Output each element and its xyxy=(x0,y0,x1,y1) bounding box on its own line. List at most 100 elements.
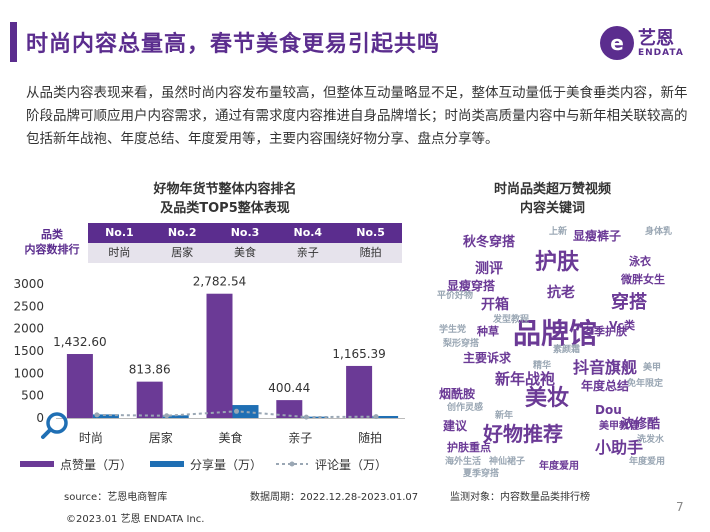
keyword: 冬季护肤 xyxy=(583,325,627,338)
keyword: 美妆 xyxy=(525,386,570,411)
left-panel-title: 好物年货节整体内容排名 及品类TOP5整体表现 xyxy=(100,180,350,218)
keyword: 抗老 xyxy=(547,285,575,301)
logo-name-en: ENDATA xyxy=(638,48,684,58)
keyword: 种草 xyxy=(477,325,499,338)
x-tick-label: 时尚 xyxy=(79,431,103,445)
rank-label-line1: 品类 xyxy=(41,228,63,241)
keyword: 测评 xyxy=(475,261,503,277)
keyword: 烟酰胺 xyxy=(439,387,476,401)
likes-bar xyxy=(66,354,93,418)
keyword: 平价好物 xyxy=(437,291,474,301)
right-title-line2: 内容关键词 xyxy=(519,201,585,216)
keyword: 品牌馆 xyxy=(513,317,598,350)
right-title-line1: 时尚品类超万赞视频 xyxy=(493,182,611,197)
title-accent-bar xyxy=(10,22,17,62)
keyword: 梨形穿搭 xyxy=(443,339,480,349)
likes-bar xyxy=(346,365,373,418)
rank-no-5: No.5 xyxy=(356,226,385,239)
keyword: 海外生活 xyxy=(445,457,482,467)
page-number: 7 xyxy=(676,500,684,514)
keyword: 显瘦裤子 xyxy=(573,229,622,243)
right-panel-title: 时尚品类超万赞视频 内容关键词 xyxy=(440,180,665,218)
keyword: 夏季穿搭 xyxy=(463,469,500,479)
footer-monitor: 监测对象：内容数量品类排行榜 xyxy=(450,492,590,503)
shares-bar xyxy=(232,405,259,418)
keyword-word-cloud: 品牌馆 护肤 美妆 好物推荐 穿搭 小助手 抖音旗舰 新年战袍 抗老 秋冬穿搭 测评 显瘦穿搭 开箱 主要… xyxy=(433,222,695,486)
keyword: 洗发水 xyxy=(637,435,665,445)
keyword: 浓修酷 xyxy=(621,417,661,432)
rank-label: 品类 内容数排行 xyxy=(20,227,84,257)
comments-point xyxy=(373,414,379,420)
keyword: 微胖女生 xyxy=(621,273,665,286)
comments-point xyxy=(303,414,309,420)
likes-data-label: 1,432.60 xyxy=(53,335,106,349)
keyword: 学生党 xyxy=(439,325,467,335)
rank-no-4: No.4 xyxy=(293,226,323,239)
keyword: 秋冬穿搭 xyxy=(463,235,516,250)
rank-table-body: 时尚 居家 美食 亲子 随拍 xyxy=(88,243,402,263)
keyword: 发型教程 xyxy=(493,315,530,325)
legend-shares: 分享量（万） xyxy=(150,456,262,472)
intro-paragraph: 从品类内容表现来看，虽然时尚内容发布量较高，但整体互动量略显不足，整体互动量低于… xyxy=(26,85,688,147)
x-tick-label: 美食 xyxy=(218,430,242,445)
rank-category-2: 居家 xyxy=(171,246,194,259)
x-tick-label: 居家 xyxy=(149,430,173,445)
logo-name-cn: 艺恩 xyxy=(638,28,674,49)
rank-table: No.1 No.2 No.3 No.4 No.5 时尚 居家 美食 亲子 随拍 xyxy=(88,223,402,263)
endata-logo: e 艺恩 ENDATA xyxy=(600,22,700,62)
rank-label-line2: 内容数排行 xyxy=(24,243,80,256)
keyword: 精华 xyxy=(533,361,552,371)
left-title-line1: 好物年货节整体内容排名 xyxy=(153,182,297,197)
legend-comments: 评论量（万） xyxy=(275,456,387,472)
keyword: 创作灵感 xyxy=(447,403,484,413)
keyword: 新年 xyxy=(495,411,514,421)
keyword: 年度爱用 xyxy=(629,457,666,467)
likes-bar xyxy=(136,381,163,418)
rank-no-3: No.3 xyxy=(230,226,260,239)
y-tick-label: 2500 xyxy=(13,299,44,313)
shares-bar xyxy=(92,414,119,418)
legend-likes-label: 点赞量（万） xyxy=(60,457,133,472)
legend-shares-swatch xyxy=(150,461,184,467)
comments-point xyxy=(94,412,100,418)
y-tick-label: 2000 xyxy=(13,322,44,336)
x-tick-label: 亲子 xyxy=(288,431,312,445)
footer-period: 数据周期：2022.12.28-2023.01.07 xyxy=(250,492,419,503)
keyword: 神仙裙子 xyxy=(489,457,526,467)
keyword: 新年战袍 xyxy=(495,370,556,388)
search-icon xyxy=(41,412,68,439)
keyword: 显瘦穿搭 xyxy=(447,279,496,293)
likes-bar xyxy=(276,400,303,418)
rank-category-4: 亲子 xyxy=(296,246,319,259)
keyword: 好物推荐 xyxy=(483,422,563,446)
keyword: 年度总结 xyxy=(581,379,630,393)
y-tick-label: 0 xyxy=(36,411,44,425)
keyword: 抖音旗舰 xyxy=(573,358,638,377)
rank-table-header: No.1 No.2 No.3 No.4 No.5 xyxy=(88,223,402,243)
category-bar-chart: 0 500 1000 1500 2000 2500 3000 1,432.60 时尚 813.86… xyxy=(13,275,405,445)
keyword: Vc类 xyxy=(609,319,636,332)
rank-no-2: No.2 xyxy=(167,226,197,239)
rank-category-5: 随拍 xyxy=(359,246,382,259)
rank-category-1: 时尚 xyxy=(108,246,131,259)
keyword: 泳衣 xyxy=(629,255,651,268)
likes-data-label: 1,165.39 xyxy=(332,347,385,361)
keyword: 美甲教程 xyxy=(599,421,639,432)
keyword: 上新 xyxy=(549,227,568,237)
y-tick-label: 1500 xyxy=(13,344,44,358)
logo-mark: e xyxy=(600,26,634,60)
keyword: 护肤重点 xyxy=(447,441,491,454)
likes-bar xyxy=(206,293,233,418)
shares-bar xyxy=(372,415,399,418)
legend-likes-swatch xyxy=(20,461,54,467)
comments-point xyxy=(234,408,239,414)
legend-comments-label: 评论量（万） xyxy=(315,457,388,472)
legend-comments-swatch xyxy=(276,461,308,467)
keyword: 年度爱用 xyxy=(539,461,579,472)
page-title: 时尚内容总量高，春节美食更易引起共鸣 xyxy=(26,32,441,57)
keyword: Dou xyxy=(595,403,622,417)
footer-copyright: ©2023.01 艺恩 ENDATA Inc. xyxy=(66,514,205,525)
legend-likes: 点赞量（万） xyxy=(20,456,132,472)
keyword: 身体乳 xyxy=(645,227,673,237)
likes-data-label: 2,782.54 xyxy=(193,275,246,289)
